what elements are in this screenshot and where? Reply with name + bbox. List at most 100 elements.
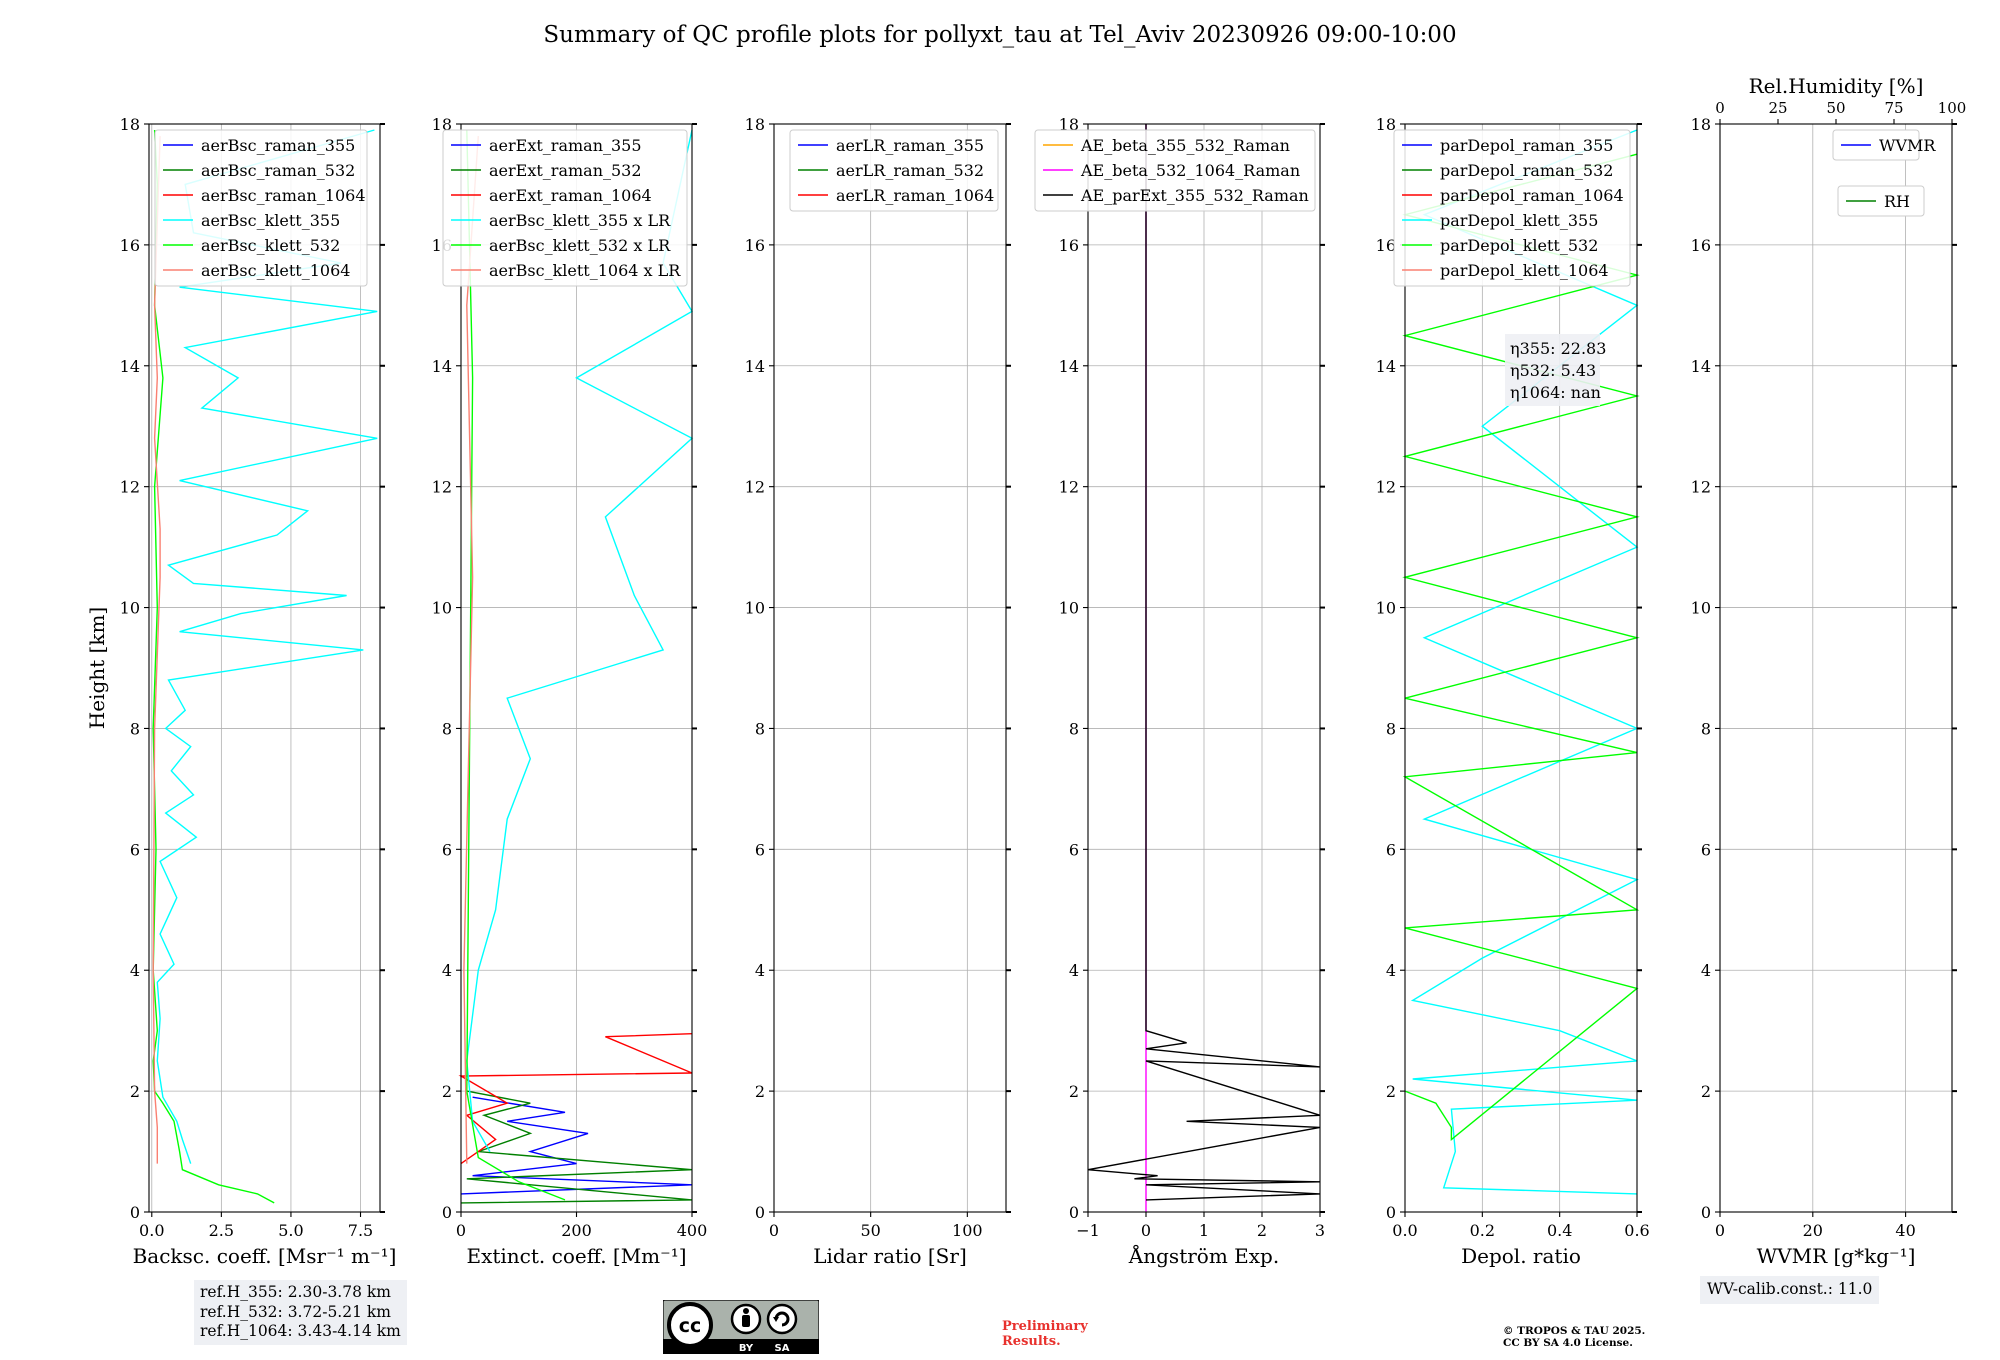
legend-box bbox=[1837, 185, 1925, 217]
eta-annotation: η532: 5.43 bbox=[1510, 361, 1596, 380]
legend-label-aerLR_raman_355: aerLR_raman_355 bbox=[836, 136, 984, 155]
legend-label-aerExt_raman_532: aerExt_raman_532 bbox=[489, 161, 642, 180]
legend-label-RH: RH bbox=[1884, 192, 1910, 211]
legend-label-parDepol_klett_532: parDepol_klett_532 bbox=[1440, 236, 1598, 255]
y-tick-label: 16 bbox=[1691, 236, 1711, 255]
ref-height-1064: ref.H_1064: 3.43-4.14 km bbox=[200, 1322, 401, 1340]
copyright-line-1: © TROPOS & TAU 2025. bbox=[1503, 1325, 1646, 1337]
x2-tick-label: 100 bbox=[1938, 99, 1967, 117]
y-tick-label: 2 bbox=[1386, 1082, 1396, 1101]
y-tick-label: 0 bbox=[130, 1203, 140, 1222]
x-tick-label: 0.4 bbox=[1547, 1221, 1572, 1240]
y-tick-label: 18 bbox=[745, 115, 765, 134]
legend-label-aerBsc_klett_532 x LR: aerBsc_klett_532 x LR bbox=[489, 236, 671, 255]
ref-heights-box: ref.H_355: 2.30-3.78 km ref.H_532: 3.72-… bbox=[194, 1280, 407, 1345]
eta-box bbox=[1505, 334, 1600, 406]
y-tick-label: 18 bbox=[1376, 115, 1396, 134]
x-axis-label: Backsc. coeff. [Msr⁻¹ m⁻¹] bbox=[133, 1244, 397, 1268]
legend-label-AE_beta_532_1064_Raman: AE_beta_532_1064_Raman bbox=[1080, 161, 1300, 180]
panel-1: 0 2 4 6 8 10 12 14 16 18 0.0 2.5 5.0 7.5 Backsc. coeff… bbox=[85, 115, 396, 1268]
y-tick-label: 0 bbox=[755, 1203, 765, 1222]
y-tick-label: 18 bbox=[120, 115, 140, 134]
x2-tick-label: 50 bbox=[1826, 99, 1845, 117]
y-tick-label: 12 bbox=[745, 478, 765, 497]
legend-box bbox=[1034, 129, 1316, 212]
legend-label-aerBsc_klett_355: aerBsc_klett_355 bbox=[201, 211, 340, 230]
series-aerBsc_klett_1064 bbox=[152, 136, 161, 1164]
panel-5: 0 2 4 6 8 10 12 14 16 18 0.0 0.2 0.4 0.6 Depol. ratio p… bbox=[1376, 115, 1650, 1268]
y-tick-label: 4 bbox=[755, 961, 765, 980]
x-axis-label: Ångström Exp. bbox=[1128, 1243, 1279, 1268]
y-tick-label: 10 bbox=[432, 599, 452, 618]
y-tick-label: 2 bbox=[130, 1082, 140, 1101]
y-tick-label: 16 bbox=[745, 236, 765, 255]
svg-text:cc: cc bbox=[679, 1315, 702, 1337]
x-tick-label: 0 bbox=[456, 1221, 466, 1240]
panel-3: 0 2 4 6 8 10 12 14 16 18 0 50 100 Lidar ratio [Sr] aer… bbox=[745, 115, 1011, 1268]
y-tick-label: 0 bbox=[1069, 1203, 1079, 1222]
legend-label-aerBsc_klett_532: aerBsc_klett_532 bbox=[201, 236, 340, 255]
legend-label-parDepol_raman_1064: parDepol_raman_1064 bbox=[1440, 186, 1624, 205]
legend-label-parDepol_klett_355: parDepol_klett_355 bbox=[1440, 211, 1598, 230]
axes-frame bbox=[148, 123, 381, 1213]
legend-label-aerLR_raman_1064: aerLR_raman_1064 bbox=[836, 186, 994, 205]
legend-label-aerLR_raman_532: aerLR_raman_532 bbox=[836, 161, 984, 180]
legend-box bbox=[1832, 129, 1920, 161]
copyright-note: © TROPOS & TAU 2025. CC BY SA 4.0 Licens… bbox=[1503, 1325, 1645, 1349]
series-aerBsc_klett_532 bbox=[152, 129, 275, 1204]
legend-label-aerBsc_raman_532: aerBsc_raman_532 bbox=[201, 161, 355, 180]
sa-share-icon bbox=[766, 1303, 798, 1335]
y-tick-label: 16 bbox=[120, 236, 140, 255]
y-tick-label: 4 bbox=[1701, 961, 1711, 980]
ref-height-355: ref.H_355: 2.30-3.78 km bbox=[200, 1283, 391, 1301]
eta-annotation: η355: 22.83 bbox=[1510, 339, 1606, 358]
y-tick-label: 18 bbox=[432, 115, 452, 134]
figure-title: Summary of QC profile plots for pollyxt_… bbox=[543, 22, 1457, 48]
legend-label-parDepol_raman_355: parDepol_raman_355 bbox=[1440, 136, 1613, 155]
legend-label-WVMR: WVMR bbox=[1879, 136, 1936, 155]
y-tick-label: 2 bbox=[1069, 1082, 1079, 1101]
x2-tick-label: 0 bbox=[1715, 99, 1725, 117]
x-tick-label: 400 bbox=[677, 1221, 708, 1240]
x-axis-label: Extinct. coeff. [Mm⁻¹] bbox=[466, 1244, 686, 1268]
y-tick-label: 10 bbox=[1059, 599, 1079, 618]
y-tick-label: 12 bbox=[1376, 478, 1396, 497]
series-aerExt_raman_1064 bbox=[458, 1033, 693, 1165]
legend-label-parDepol_klett_1064: parDepol_klett_1064 bbox=[1440, 261, 1609, 280]
y-tick-label: 2 bbox=[755, 1082, 765, 1101]
x-tick-label: 0.0 bbox=[139, 1221, 164, 1240]
y-tick-label: 8 bbox=[442, 719, 452, 738]
cc-by-label: BY bbox=[739, 1343, 754, 1354]
series-AE_parExt_355_532_Raman bbox=[1087, 124, 1321, 1201]
x2-tick-label: 25 bbox=[1768, 99, 1787, 117]
legend-box bbox=[1393, 129, 1631, 287]
y-tick-label: 14 bbox=[1376, 357, 1396, 376]
y-tick-label: 10 bbox=[1691, 599, 1711, 618]
series-parDepol_klett_532 bbox=[1402, 153, 1640, 1141]
y-tick-label: 4 bbox=[1386, 961, 1396, 980]
y-tick-label: 4 bbox=[130, 961, 140, 980]
axes-frame bbox=[1719, 123, 1953, 1213]
x-tick-label: 2.5 bbox=[209, 1221, 234, 1240]
legend-box bbox=[154, 129, 368, 287]
series-aerBsc_klett_355 x LR bbox=[466, 129, 694, 1152]
x-tick-label: −1 bbox=[1076, 1221, 1100, 1240]
legend-label-aerBsc_klett_1064: aerBsc_klett_1064 bbox=[201, 261, 350, 280]
y-tick-label: 14 bbox=[1059, 357, 1079, 376]
y-axis-label: Height [km] bbox=[85, 607, 109, 729]
x-tick-label: 0 bbox=[1715, 1221, 1725, 1240]
legend-label-parDepol_raman_532: parDepol_raman_532 bbox=[1440, 161, 1613, 180]
y-tick-label: 14 bbox=[1691, 357, 1711, 376]
x-axis-label: Lidar ratio [Sr] bbox=[813, 1244, 967, 1268]
legend-label-aerBsc_raman_1064: aerBsc_raman_1064 bbox=[201, 186, 366, 205]
legend-box bbox=[789, 129, 999, 212]
x2-tick-label: 75 bbox=[1884, 99, 1903, 117]
x-tick-label: 20 bbox=[1803, 1221, 1823, 1240]
legend-label-aerBsc_klett_355 x LR: aerBsc_klett_355 x LR bbox=[489, 211, 671, 230]
ref-height-532: ref.H_532: 3.72-5.21 km bbox=[200, 1302, 391, 1321]
legend-label-AE_beta_355_532_Raman: AE_beta_355_532_Raman bbox=[1080, 136, 1290, 155]
series-parDepol_klett_355 bbox=[1410, 129, 1639, 1195]
